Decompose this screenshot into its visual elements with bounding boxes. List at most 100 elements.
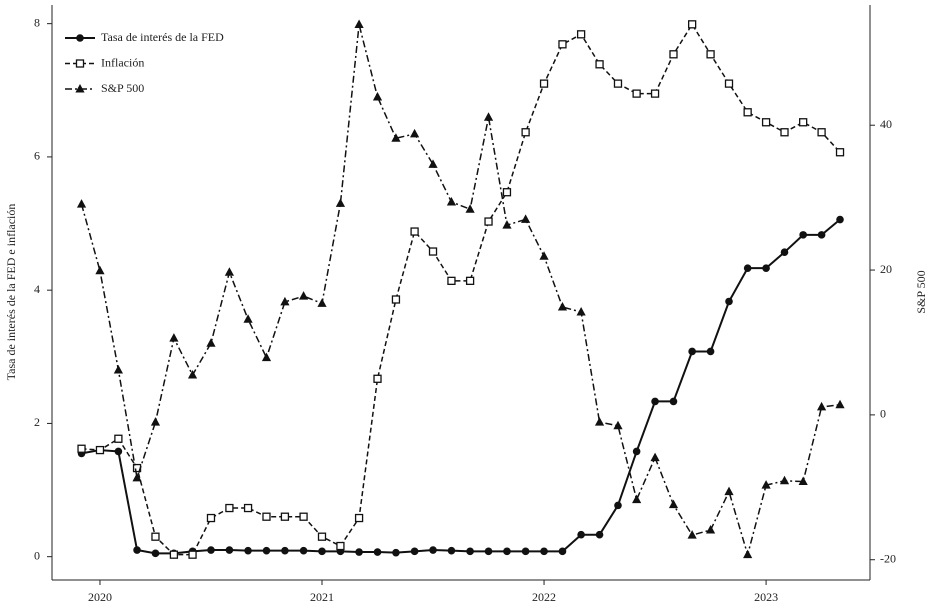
marker <box>687 20 697 29</box>
marker <box>743 108 752 117</box>
marker <box>261 352 272 362</box>
marker <box>780 128 789 137</box>
x-tick-label: 2023 <box>754 590 778 604</box>
marker <box>243 314 253 323</box>
marker <box>743 264 752 272</box>
marker <box>244 546 252 555</box>
marker <box>798 476 808 486</box>
marker <box>372 91 383 101</box>
marker <box>354 19 364 29</box>
marker <box>114 434 123 443</box>
marker <box>688 347 696 356</box>
marker <box>669 397 678 406</box>
marker <box>743 549 753 559</box>
marker <box>521 128 530 137</box>
marker <box>576 30 586 39</box>
marker <box>725 297 733 306</box>
marker <box>668 499 679 509</box>
marker <box>76 34 84 42</box>
marker <box>225 546 234 554</box>
marker <box>151 549 160 558</box>
marker <box>614 501 622 510</box>
marker <box>651 397 659 406</box>
marker <box>76 199 87 208</box>
marker <box>594 417 605 426</box>
marker <box>558 40 567 49</box>
marker <box>392 548 400 557</box>
y-tick-label: 0 <box>34 548 40 562</box>
x-tick-label: 2020 <box>88 590 112 604</box>
series-line <box>80 24 841 558</box>
marker <box>410 227 419 236</box>
marker <box>225 503 234 513</box>
legend-label: Inflación <box>101 55 144 69</box>
marker <box>133 546 141 554</box>
marker <box>391 133 401 142</box>
marker <box>354 513 364 523</box>
marker <box>762 264 770 272</box>
marker <box>299 512 308 521</box>
marker <box>539 251 549 260</box>
marker <box>669 50 678 59</box>
marker <box>650 452 660 462</box>
marker <box>613 79 623 88</box>
marker <box>151 532 160 541</box>
marker <box>77 444 86 453</box>
marker <box>613 420 623 430</box>
marker <box>816 401 827 411</box>
marker <box>558 547 567 556</box>
marker <box>317 298 327 307</box>
marker <box>687 530 697 539</box>
marker <box>75 59 85 68</box>
marker <box>169 333 179 342</box>
marker <box>335 198 346 207</box>
marker <box>206 338 216 347</box>
marker <box>447 276 456 285</box>
marker <box>595 530 604 539</box>
marker <box>539 79 549 88</box>
marker <box>835 148 845 157</box>
marker <box>243 503 253 513</box>
marker <box>836 215 844 224</box>
marker <box>632 494 642 504</box>
marker <box>114 447 123 456</box>
y-tick-label: 2 <box>34 415 40 429</box>
marker <box>95 445 105 455</box>
marker <box>632 447 641 456</box>
marker <box>540 547 548 556</box>
marker <box>799 118 808 127</box>
series-line <box>81 218 841 555</box>
marker <box>317 532 327 541</box>
marker <box>835 399 845 409</box>
marker <box>132 472 142 482</box>
marker <box>724 79 734 88</box>
marker <box>503 547 511 556</box>
x-tick-label: 2022 <box>532 590 556 604</box>
marker <box>428 159 438 168</box>
marker <box>446 196 457 206</box>
marker <box>483 112 494 121</box>
marker <box>799 231 807 239</box>
marker <box>169 550 179 559</box>
marker <box>429 546 437 554</box>
marker <box>150 417 161 426</box>
marker <box>761 480 771 489</box>
marker <box>577 530 585 539</box>
marker <box>595 60 604 69</box>
x-tick-label: 2021 <box>310 590 334 604</box>
marker <box>706 347 715 356</box>
marker <box>262 512 271 521</box>
marker <box>299 546 308 555</box>
marker <box>75 84 85 93</box>
marker <box>373 548 382 556</box>
legend-label: S&P 500 <box>101 81 144 95</box>
y-axis-label: Tasa de interés de la FED e inflación <box>4 204 18 381</box>
y-tick-label: 6 <box>34 149 40 163</box>
marker <box>262 546 271 555</box>
marker <box>336 541 345 551</box>
marker <box>206 513 216 523</box>
marker <box>298 291 309 300</box>
marker <box>817 128 826 137</box>
marker <box>224 267 235 276</box>
